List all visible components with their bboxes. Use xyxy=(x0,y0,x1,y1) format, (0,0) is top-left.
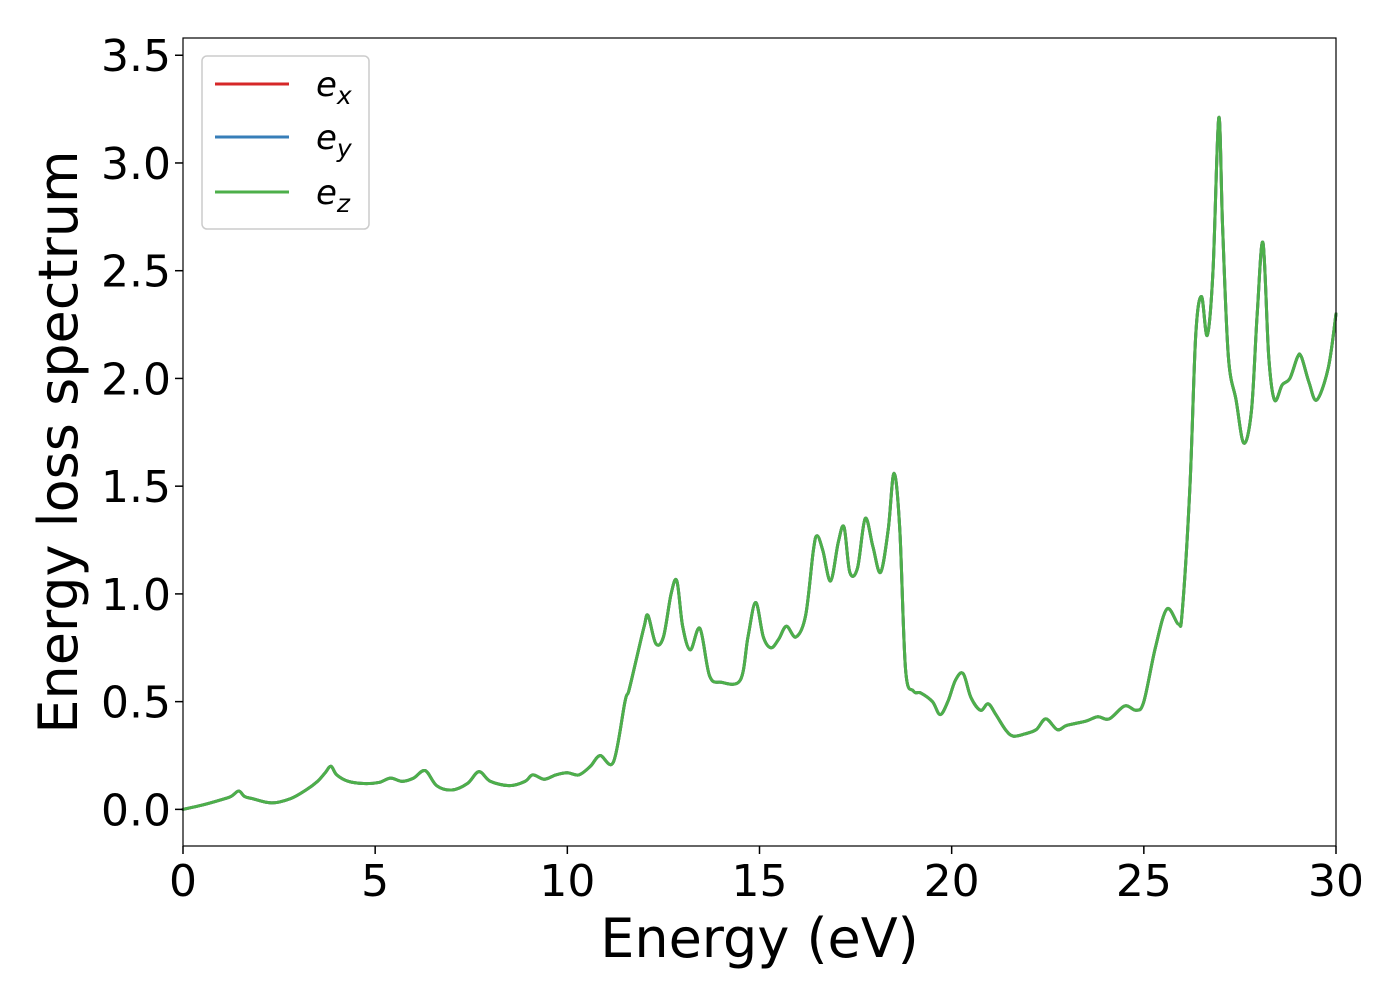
y-axis-ticks: 0.0 0.5 1.0 1.5 2.0 2.5 3.0 3.5 xyxy=(101,31,183,836)
y-tick-label: 3.5 xyxy=(101,31,171,82)
y-tick-label: 2.0 xyxy=(101,354,171,405)
x-axis-ticks: 0 5 10 15 20 25 30 xyxy=(169,846,1364,907)
y-tick-label: 3.0 xyxy=(101,139,171,190)
y-axis-label: Energy loss spectrum xyxy=(27,150,90,733)
y-tick-label: 2.5 xyxy=(101,247,171,298)
y-tick-label: 0.0 xyxy=(101,785,171,836)
legend-label-subscript: x xyxy=(336,81,352,110)
y-tick-label: 1.5 xyxy=(101,462,171,513)
x-tick-label: 25 xyxy=(1116,856,1172,907)
legend-label-z: ez xyxy=(316,173,351,218)
y-tick-label: 1.0 xyxy=(101,570,171,621)
x-tick-label: 30 xyxy=(1308,856,1364,907)
legend-label-base: e xyxy=(316,173,337,213)
legend-label-y: ey xyxy=(316,118,353,163)
legend-label-base: e xyxy=(316,118,337,158)
series-line-e-z xyxy=(181,116,1338,811)
legend-label-x: ex xyxy=(316,65,352,110)
x-tick-label: 0 xyxy=(169,856,197,907)
legend-label-subscript: z xyxy=(336,189,351,218)
x-tick-label: 10 xyxy=(539,856,595,907)
y-tick-label: 0.5 xyxy=(101,678,171,729)
x-tick-label: 20 xyxy=(924,856,980,907)
legend-label-subscript: y xyxy=(336,134,353,163)
legend-box xyxy=(201,55,370,230)
x-tick-label: 15 xyxy=(732,856,788,907)
x-tick-label: 5 xyxy=(361,856,389,907)
series-layer xyxy=(181,116,1338,811)
x-axis-label: Energy (eV) xyxy=(600,907,919,970)
legend-label-base: e xyxy=(316,65,337,105)
